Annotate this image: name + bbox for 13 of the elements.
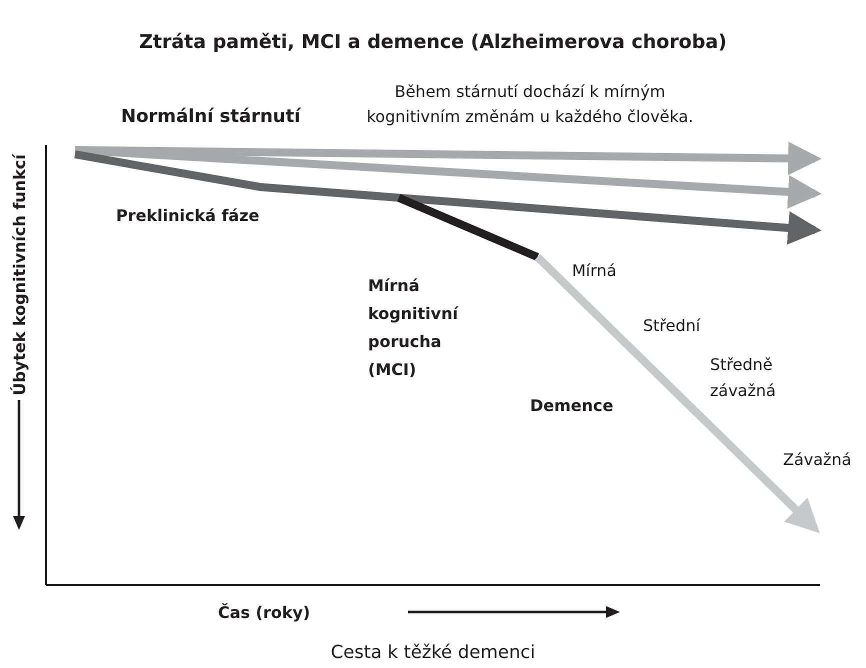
chart-title: Ztráta paměti, MCI a demence (Alzheimerova choroba) — [139, 31, 727, 53]
x-axis-title: Čas (roky) — [218, 603, 310, 622]
annotation: Středně závažná — [710, 355, 776, 400]
annotation: Demence — [530, 396, 614, 415]
text: Normální stárnutí — [121, 106, 302, 127]
annotation: Závažná — [783, 450, 852, 469]
annotation: Mírná kognitivní porucha (MCI) — [368, 276, 460, 379]
annotation: Preklinická fáze — [116, 206, 260, 225]
y-axis-title: Úbytek kognitivních funkcí — [10, 152, 29, 396]
text: Během stárnutí dochází k mírným kognitivním změnám u každého člověka. — [366, 82, 694, 126]
text: Cesta k těžké demenci — [330, 642, 536, 663]
annotation: Mírná — [572, 261, 616, 280]
annotation: Střední — [643, 316, 701, 335]
